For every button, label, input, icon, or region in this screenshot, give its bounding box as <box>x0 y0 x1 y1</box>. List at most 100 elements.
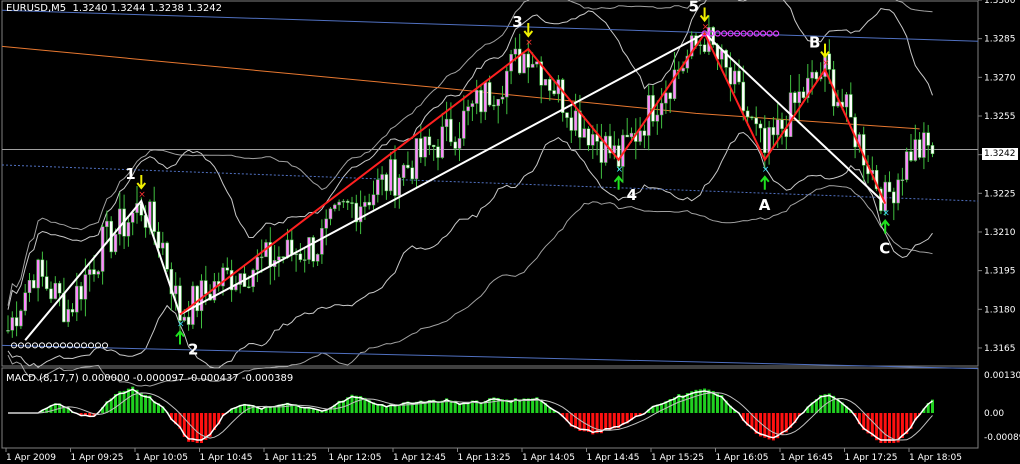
macd-bar <box>440 400 444 413</box>
macd-bar <box>793 413 797 423</box>
macd-bar <box>931 399 934 413</box>
candle-body <box>23 292 27 312</box>
macd-bar <box>677 394 681 413</box>
candle-body <box>221 267 225 287</box>
candle-body <box>324 218 328 229</box>
candle-body <box>754 117 758 125</box>
candle-body <box>328 208 333 220</box>
cross-marker-icon: × <box>702 23 710 33</box>
macd-bar <box>544 403 547 413</box>
macd-bar <box>281 403 285 413</box>
candle-body <box>603 135 608 163</box>
candle-body <box>552 90 556 95</box>
macd-params: (8,17,7) 0.000000 -0.000097 -0.000437 -0… <box>39 373 294 384</box>
macd-bar <box>423 401 427 413</box>
candle-body <box>32 280 36 289</box>
candle-body <box>763 127 767 154</box>
macd-bar <box>905 413 909 435</box>
macd-bar <box>212 413 216 430</box>
cross-marker-icon: × <box>822 59 830 69</box>
candle-body <box>229 270 234 291</box>
macd-bar <box>367 400 371 413</box>
macd-bar <box>703 388 707 413</box>
candle-body <box>156 231 161 249</box>
macd-bar <box>574 413 578 429</box>
candle-body <box>487 82 492 106</box>
candle-body <box>371 194 376 206</box>
candle-body <box>638 130 642 142</box>
macd-bar <box>475 400 479 413</box>
candle-body <box>130 212 135 223</box>
y-tick-label: 1.3225 <box>984 189 1016 199</box>
pivot-circle-marker <box>25 342 31 349</box>
candle-body <box>36 259 40 289</box>
channel-mid <box>1 164 979 202</box>
y-tick-label: 1.3165 <box>984 344 1016 354</box>
candle-body <box>70 309 75 313</box>
macd-bar <box>621 413 625 426</box>
macd-bar <box>509 400 513 413</box>
cross-marker-icon: × <box>177 319 185 329</box>
candle-body <box>53 282 58 300</box>
macd-bar <box>720 395 724 413</box>
macd-bar <box>681 395 685 413</box>
macd-tick-label: 0.001306 <box>984 371 1020 381</box>
macd-bar <box>354 395 358 413</box>
macd-bar <box>415 401 418 413</box>
macd-bar <box>273 405 277 413</box>
macd-bar <box>410 402 414 413</box>
macd-bar <box>88 413 92 417</box>
candle-body <box>750 116 754 119</box>
macd-tick-label: 0.00 <box>984 409 1004 419</box>
candle-body <box>83 274 88 300</box>
macd-bar <box>741 413 745 421</box>
y-tick-label: 1.3255 <box>984 112 1016 122</box>
candle-body <box>689 35 694 57</box>
pivot-circle-marker <box>714 30 721 37</box>
candle-body <box>354 202 359 223</box>
candle-body <box>767 127 771 154</box>
pivot-circle-marker <box>746 30 754 37</box>
candle-body <box>793 92 797 104</box>
macd-bar <box>157 403 160 413</box>
macd-bar <box>604 413 608 431</box>
macd-bar <box>685 393 689 413</box>
candle-body <box>199 280 204 312</box>
candle-body <box>315 254 320 262</box>
macd-bar <box>569 413 573 427</box>
macd-bar <box>780 413 784 435</box>
candle-body <box>393 159 397 196</box>
candle-body <box>40 259 45 277</box>
macd-bar <box>776 413 780 439</box>
candle-body <box>917 139 922 158</box>
pivot-circle-marker <box>102 342 108 349</box>
macd-bar <box>217 413 221 425</box>
macd-bar <box>152 400 156 413</box>
candle-body <box>672 69 677 100</box>
macd-bar <box>62 406 66 413</box>
cross-marker-icon: × <box>616 165 624 175</box>
macd-bar <box>376 403 380 413</box>
macd-bar <box>114 394 117 413</box>
x-tick-label: 1 Apr 17:25 <box>845 453 898 463</box>
macd-bar <box>492 397 496 413</box>
candle-body <box>810 71 814 79</box>
candle-body <box>922 132 926 158</box>
macd-bar <box>539 399 543 413</box>
sell-arrow-icon <box>136 175 147 190</box>
candle-body <box>259 256 264 259</box>
candle-body <box>290 239 294 255</box>
candle-body <box>320 228 324 255</box>
macd-bar <box>827 393 831 413</box>
macd-bar <box>83 413 87 416</box>
candle-body <box>797 91 801 104</box>
candle-body <box>410 167 414 180</box>
pivot-circle-marker <box>720 30 728 37</box>
wave-label-3: 3 <box>512 13 522 31</box>
pivot-circle-marker <box>88 342 94 349</box>
macd-bar <box>582 413 586 432</box>
macd-bar <box>303 407 307 413</box>
macd-bar <box>926 403 930 413</box>
candle-body <box>169 269 174 295</box>
macd-bar <box>552 409 556 413</box>
